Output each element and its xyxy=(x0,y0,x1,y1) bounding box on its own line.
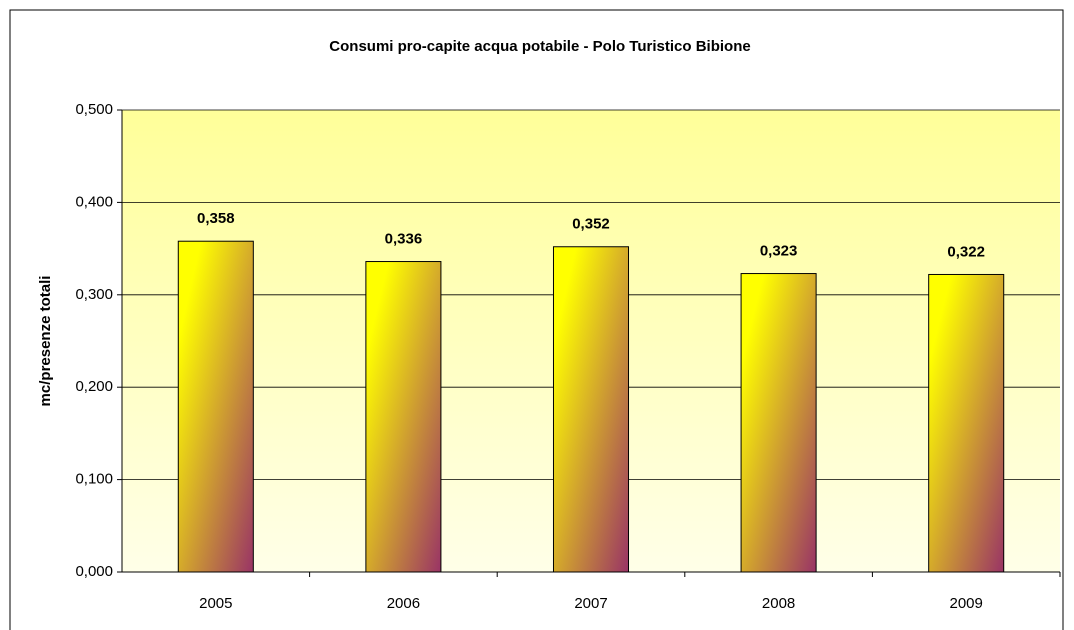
y-tick-label: 0,500 xyxy=(75,101,113,118)
y-tick-label: 0,400 xyxy=(75,193,113,210)
x-tick-label: 2005 xyxy=(199,595,232,612)
x-tick-label: 2009 xyxy=(950,595,983,612)
bar xyxy=(740,273,817,573)
data-label: 0,323 xyxy=(760,243,798,260)
y-tick-label: 0,300 xyxy=(75,286,113,303)
y-axis-label: mc/presenze totali xyxy=(37,276,54,407)
x-tick-label: 2008 xyxy=(762,595,795,612)
bar xyxy=(552,246,630,573)
data-label: 0,358 xyxy=(197,210,235,227)
data-label: 0,322 xyxy=(947,243,985,260)
data-label: 0,336 xyxy=(385,231,423,248)
x-tick-label: 2007 xyxy=(574,595,607,612)
bar xyxy=(365,261,442,573)
y-tick-label: 0,000 xyxy=(75,563,113,580)
y-tick-label: 0,100 xyxy=(75,471,113,488)
chart-title: Consumi pro-capite acqua potabile - Polo… xyxy=(329,38,750,55)
x-tick-label: 2006 xyxy=(387,595,420,612)
bar xyxy=(177,240,254,573)
y-tick-label: 0,200 xyxy=(75,378,113,395)
bar xyxy=(928,273,1005,573)
data-label: 0,352 xyxy=(572,216,610,233)
